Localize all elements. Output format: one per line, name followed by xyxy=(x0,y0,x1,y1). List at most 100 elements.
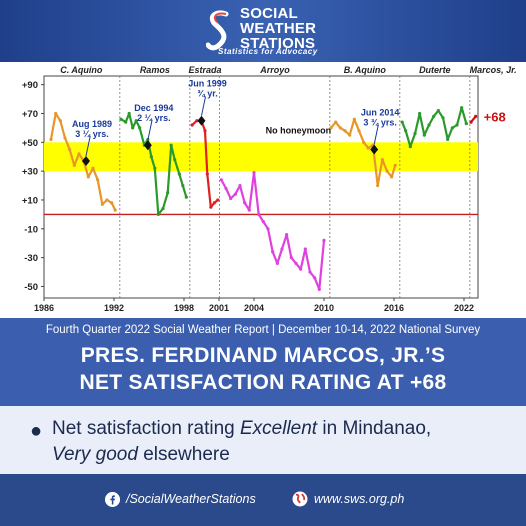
president-label-3: Arroyo xyxy=(259,65,290,75)
org-name-line1: SOCIAL xyxy=(240,5,298,22)
x-tick-label-0: 1986 xyxy=(34,303,54,313)
data-point-0-1 xyxy=(54,111,58,116)
data-point-5-9 xyxy=(441,116,445,120)
data-point-1-5 xyxy=(138,126,142,130)
data-point-0-0 xyxy=(49,137,53,142)
bullet-box: ● Net satisfaction rating Excellent in M… xyxy=(0,406,526,474)
org-tagline: Statistics for Advocacy xyxy=(218,47,318,56)
data-point-5-10 xyxy=(446,137,450,142)
data-point-2-7 xyxy=(216,198,220,202)
bullet-part3: elsewhere xyxy=(137,444,230,465)
data-point-2-5 xyxy=(209,205,213,209)
data-point-3-22 xyxy=(322,238,326,242)
annotation-pointer-2 xyxy=(201,96,206,116)
annotation-date-2: Jun 1999 xyxy=(188,79,227,89)
annotation-pointer-1 xyxy=(147,121,153,141)
data-point-1-2 xyxy=(127,111,131,116)
headline-line2: NET SATISFACTION RATING AT +68 xyxy=(79,371,447,394)
annotation-date-3: Jun 2014 xyxy=(361,108,400,118)
data-point-5-14 xyxy=(464,121,468,126)
y-tick-label-6: -30 xyxy=(24,253,38,264)
data-point-0-12 xyxy=(105,198,109,202)
data-point-5-7 xyxy=(432,114,436,118)
y-tick-label-5: -10 xyxy=(24,224,38,235)
net-satisfaction-chart: +90 +70 +50 +30 +10 -10 -30 -50 1986 1992 1998 2001… xyxy=(22,65,517,313)
series-line-1 xyxy=(120,112,188,216)
facebook-icon[interactable] xyxy=(105,492,120,507)
data-point-1-15 xyxy=(177,172,181,176)
data-point-3-7 xyxy=(252,170,256,175)
data-point-3-16 xyxy=(294,261,298,266)
bullet-icon: ● xyxy=(30,420,43,442)
data-point-0-6 xyxy=(77,152,81,156)
y-tick-label-2: +50 xyxy=(22,138,38,149)
data-point-3-1 xyxy=(224,186,228,191)
data-point-4-4 xyxy=(348,133,352,137)
data-point-1-4 xyxy=(134,119,138,123)
data-point-5-3 xyxy=(413,132,417,136)
bullet-part1: Net satisfaction rating xyxy=(52,418,240,439)
data-point-3-15 xyxy=(289,256,293,260)
data-point-5-13 xyxy=(460,106,464,110)
data-point-4-3 xyxy=(343,129,347,133)
data-point-0-14 xyxy=(113,208,117,212)
org-name-line3: STATIONS xyxy=(240,35,316,52)
x-tick-label-5: 2010 xyxy=(314,303,334,313)
annotation-duration-1: 2 ¼ yrs. xyxy=(137,113,171,123)
president-label-2: Estrada xyxy=(188,65,221,75)
data-point-2-1 xyxy=(195,119,199,123)
data-point-0-2 xyxy=(58,119,62,123)
data-point-5-4 xyxy=(418,111,422,116)
data-point-5-6 xyxy=(427,123,431,127)
y-tick-label-1: +70 xyxy=(22,109,38,120)
data-point-5-11 xyxy=(450,126,454,130)
data-point-3-19 xyxy=(308,270,312,274)
data-point-3-6 xyxy=(247,208,251,212)
website-link[interactable]: www.sws.org.ph xyxy=(314,492,405,506)
data-point-4-11 xyxy=(380,158,384,162)
y-tick-label-3: +30 xyxy=(22,167,38,178)
data-point-1-0 xyxy=(119,117,123,121)
globe-icon[interactable] xyxy=(292,491,308,507)
data-point-0-3 xyxy=(63,136,67,140)
data-point-1-9 xyxy=(153,166,157,170)
data-point-5-1 xyxy=(404,129,408,133)
honeymoon-band xyxy=(44,142,478,172)
data-point-1-16 xyxy=(181,183,185,188)
data-point-3-17 xyxy=(299,267,303,271)
data-point-0-10 xyxy=(96,178,100,182)
data-point-4-13 xyxy=(390,175,394,179)
president-label-5: Duterte xyxy=(419,65,451,75)
y-tick-label-0: +90 xyxy=(22,80,38,91)
data-point-6-1 xyxy=(474,114,478,118)
x-tick-label-6: 2016 xyxy=(384,303,404,313)
data-point-3-13 xyxy=(280,247,284,251)
annotation-duration-0: 3 ¼ yrs. xyxy=(75,129,109,139)
facebook-link[interactable]: /SocialWeatherStations xyxy=(126,492,256,506)
x-tick-label-7: 2022 xyxy=(454,303,474,313)
data-point-4-6 xyxy=(357,129,361,133)
annotation-marker-2 xyxy=(197,115,206,126)
org-name-line2: WEATHER xyxy=(240,20,317,37)
y-tick-label-4: +10 xyxy=(22,195,38,206)
chart-panel: +90 +70 +50 +30 +10 -10 -30 -50 1986 1992 1998 2001… xyxy=(0,62,526,318)
data-point-1-1 xyxy=(124,120,128,124)
headline-line1: PRES. FERDINAND MARCOS, JR.’S xyxy=(80,344,446,367)
data-point-0-11 xyxy=(100,202,104,206)
data-point-3-12 xyxy=(275,261,279,266)
data-point-1-3 xyxy=(131,126,135,130)
data-point-5-2 xyxy=(408,145,412,149)
president-label-0: C. Aquino xyxy=(60,65,103,75)
x-tick-label-3: 2001 xyxy=(209,303,229,313)
data-point-3-5 xyxy=(243,201,247,205)
data-point-5-5 xyxy=(422,133,426,137)
data-point-0-5 xyxy=(72,163,76,167)
data-point-3-8 xyxy=(257,212,261,216)
data-point-5-12 xyxy=(455,123,459,127)
data-point-5-0 xyxy=(400,120,404,124)
data-point-4-8 xyxy=(366,146,370,150)
data-point-2-0 xyxy=(190,123,194,127)
data-point-3-0 xyxy=(219,178,223,182)
president-label-1: Ramos xyxy=(140,65,170,75)
data-point-3-2 xyxy=(229,196,233,201)
